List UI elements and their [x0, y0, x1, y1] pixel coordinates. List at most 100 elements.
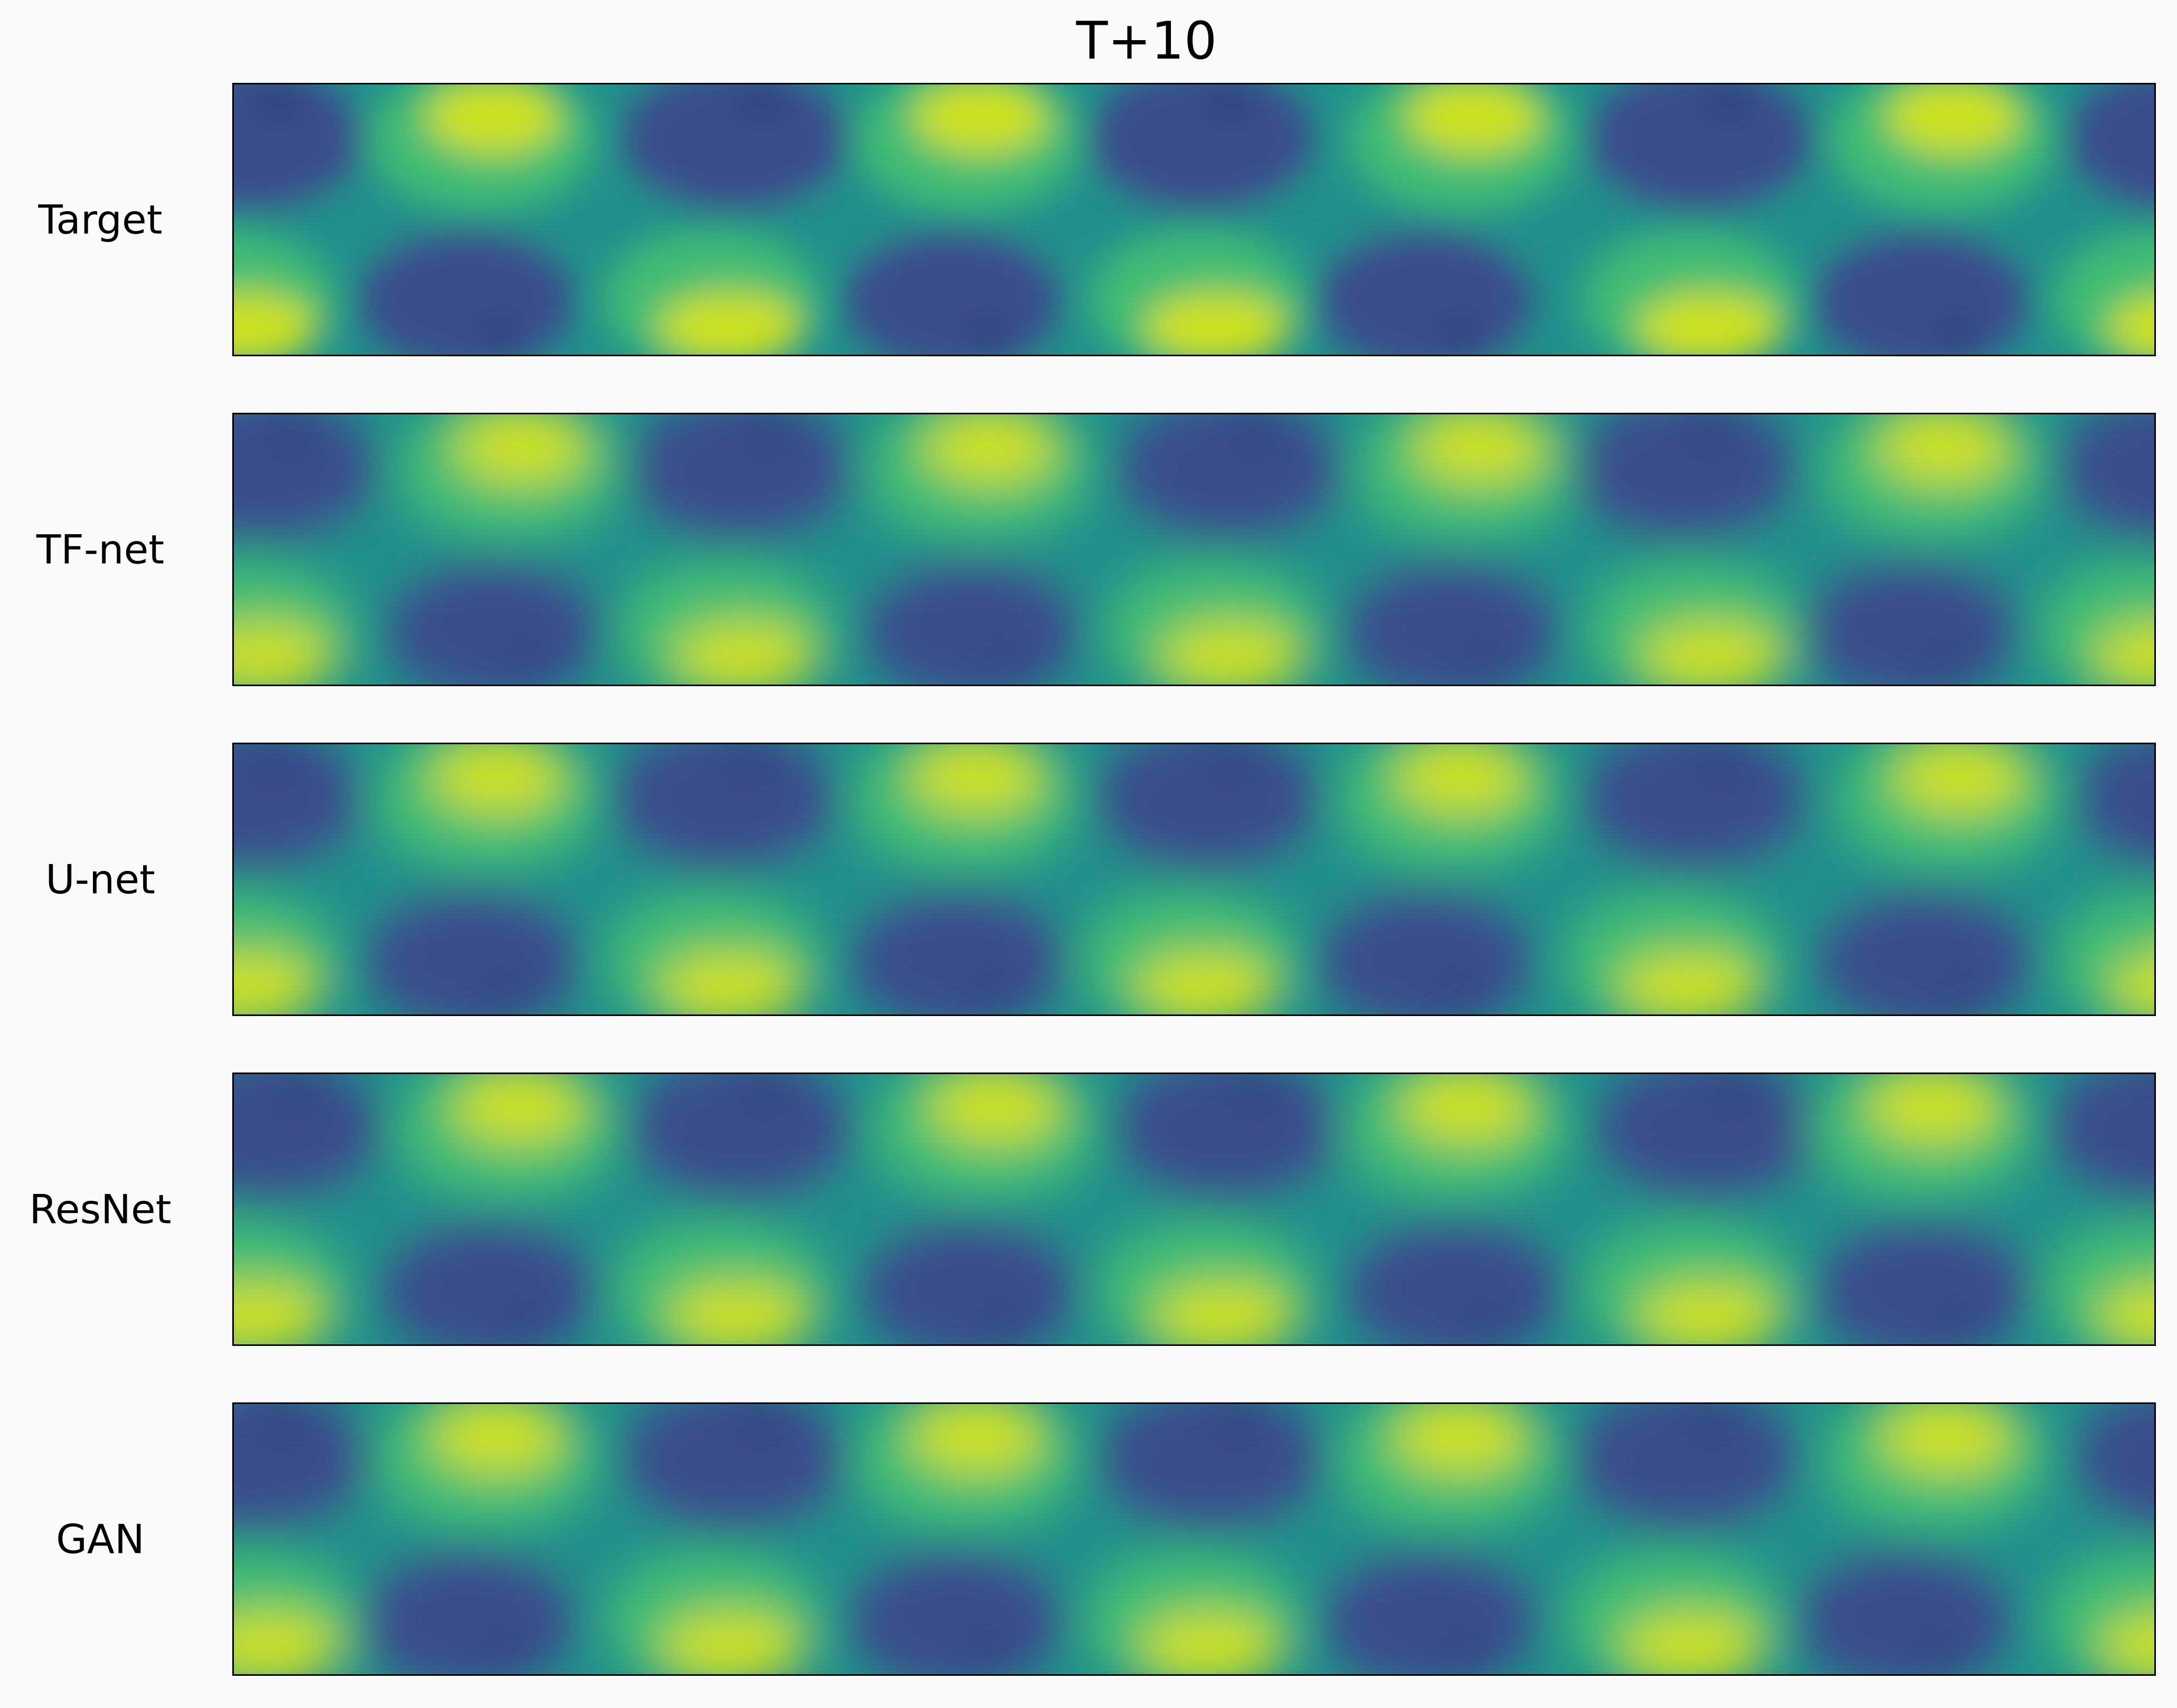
- heatmap-cell-peak: [1160, 622, 1304, 685]
- heatmap-cell-peak: [1412, 414, 1547, 485]
- heatmap-cell-peak: [1139, 1612, 1283, 1674]
- heatmap-cell-peak: [452, 1074, 586, 1145]
- heatmap-cell: [611, 744, 837, 871]
- heatmap-cell-peak: [1393, 1404, 1528, 1475]
- heatmap-cell: [1088, 84, 1314, 212]
- heatmap-cell: [1815, 1220, 2031, 1344]
- heatmap-cell: [1317, 230, 1533, 355]
- heatmap-cell: [1317, 890, 1534, 1014]
- heatmap-cell: [621, 1404, 847, 1531]
- heatmap-cell-trough: [1444, 986, 1478, 1005]
- heatmap-cell-peak: [1637, 1282, 1782, 1344]
- heatmap-svg: [234, 1404, 2154, 1674]
- heatmap-svg: [234, 744, 2154, 1014]
- heatmap-cell-trough: [750, 417, 789, 439]
- heatmap-cell-trough: [260, 87, 299, 109]
- heatmap-cell-trough: [971, 326, 1006, 346]
- heatmap-cell: [2057, 414, 2154, 541]
- heatmap-cell-peak: [234, 1612, 342, 1674]
- heatmap-cell-trough: [743, 1407, 782, 1429]
- heatmap-cell-trough: [487, 1646, 521, 1665]
- heatmap-cell: [2074, 1404, 2154, 1528]
- heatmap-cell-trough: [485, 326, 519, 346]
- heatmap-cell-trough: [1217, 747, 1256, 769]
- heatmap-panel: [232, 743, 2156, 1016]
- heatmap-cell: [234, 1404, 370, 1531]
- heatmap-cell: [358, 230, 574, 355]
- heatmap-cell-peak: [430, 744, 565, 815]
- heatmap-cell: [1572, 1404, 1799, 1531]
- heatmap-cell: [1813, 230, 2029, 355]
- heatmap-cell-peak: [234, 1282, 329, 1344]
- heatmap-cell: [385, 560, 602, 685]
- row-label: Target: [38, 196, 163, 243]
- heatmap-cell-trough: [974, 1646, 1009, 1665]
- heatmap-cell-peak: [660, 1612, 804, 1674]
- heatmap-cell-peak: [923, 414, 1058, 485]
- heatmap-cell: [1594, 1074, 1820, 1201]
- heatmap-cell: [1347, 1220, 1563, 1344]
- heatmap-cell: [1114, 1074, 1340, 1201]
- heatmap-cell: [844, 230, 1061, 355]
- heatmap-cell-trough: [733, 747, 772, 769]
- heatmap-cell-peak: [909, 744, 1044, 815]
- heatmap-cell-peak: [426, 84, 561, 155]
- heatmap-cell: [627, 1074, 854, 1201]
- heatmap-cell: [1321, 1550, 1538, 1674]
- heatmap-cell-peak: [2093, 623, 2154, 685]
- heatmap-cell-trough: [513, 656, 547, 676]
- heatmap-cell: [1582, 744, 1807, 871]
- heatmap-cell-trough: [1220, 1407, 1260, 1429]
- heatmap-cell: [1343, 560, 1559, 685]
- heatmap-cell-peak: [1394, 744, 1529, 815]
- heatmap-cell: [1818, 890, 2034, 1014]
- heatmap-cell-trough: [1236, 1077, 1275, 1099]
- heatmap-cell-peak: [1866, 1074, 2001, 1145]
- heatmap-cell-trough: [259, 747, 298, 769]
- heatmap-cell: [850, 890, 1066, 1014]
- heatmap-cell: [1571, 414, 1797, 542]
- heatmap-cell: [360, 1550, 576, 1674]
- heatmap-cell-peak: [234, 952, 320, 1014]
- heatmap-cell-trough: [1923, 1646, 1957, 1665]
- heatmap-cell: [2067, 84, 2154, 210]
- heatmap-cell-trough: [1710, 87, 1749, 109]
- heatmap-cell: [1802, 560, 2018, 685]
- heatmap-cell: [628, 414, 854, 542]
- heatmap-cell-trough: [1695, 1407, 1734, 1429]
- heatmap-cell-peak: [913, 84, 1048, 155]
- heatmap-cell-trough: [1444, 326, 1478, 346]
- heatmap-svg: [234, 414, 2154, 685]
- heatmap-cell-trough: [990, 656, 1025, 676]
- heatmap-cell-trough: [1717, 1077, 1755, 1099]
- row-label: ResNet: [29, 1185, 172, 1233]
- heatmap-cell-peak: [234, 292, 317, 355]
- heatmap-cell: [847, 1550, 1064, 1674]
- heatmap-cell: [1796, 1550, 2012, 1674]
- heatmap-cell-trough: [1239, 417, 1278, 439]
- heatmap-cell-trough: [274, 417, 313, 439]
- heatmap-cell-peak: [430, 1404, 565, 1475]
- heatmap-cell-trough: [1940, 326, 1974, 346]
- heatmap-cell-peak: [2110, 955, 2154, 1014]
- heatmap-cell-trough: [1704, 747, 1743, 769]
- heatmap-cell-peak: [1887, 84, 2021, 155]
- heatmap-cell-trough: [977, 986, 1011, 1005]
- heatmap-cell-peak: [672, 622, 817, 685]
- heatmap-cell-trough: [1945, 986, 1979, 1005]
- heatmap-cell: [2075, 744, 2154, 868]
- heatmap-cell-trough: [1929, 656, 1963, 676]
- heatmap-cell-peak: [928, 1074, 1063, 1145]
- heatmap-cell-peak: [1892, 744, 2028, 815]
- heatmap-svg: [234, 1074, 2154, 1344]
- heatmap-cell: [381, 1220, 598, 1344]
- heatmap-cell-peak: [1134, 952, 1279, 1014]
- heatmap-cell-peak: [1406, 84, 1541, 155]
- heatmap-panel: [232, 413, 2156, 686]
- heatmap-panel: [232, 1402, 2156, 1676]
- heatmap-cell: [862, 1220, 1078, 1344]
- heatmap-cell-peak: [1877, 414, 2012, 485]
- heatmap-cell-trough: [279, 1077, 318, 1099]
- heatmap-cell-peak: [658, 952, 803, 1014]
- heatmap-cell-peak: [2108, 295, 2154, 355]
